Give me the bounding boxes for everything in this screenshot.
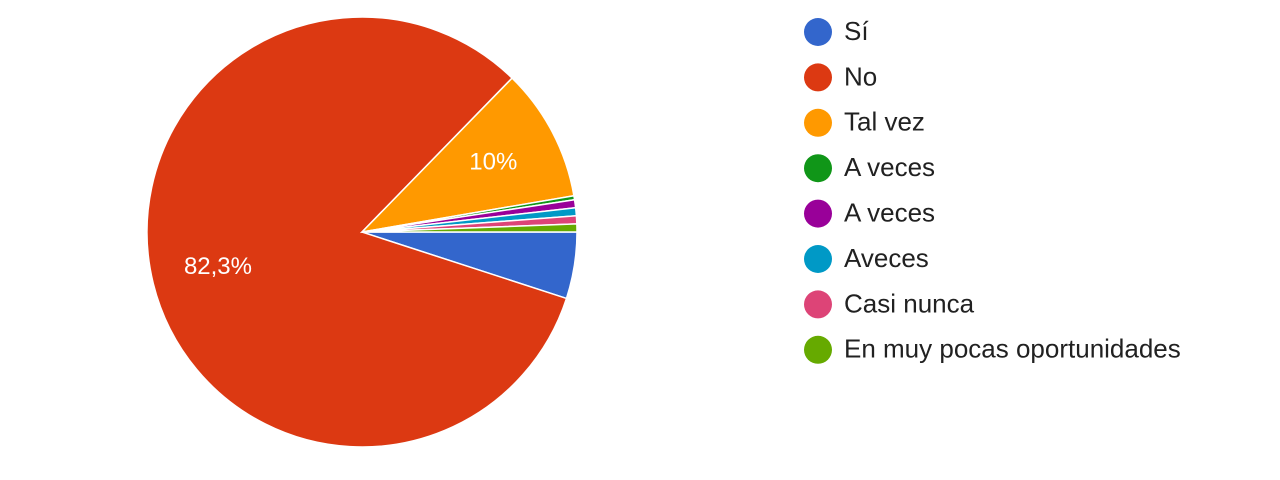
legend-marker	[804, 18, 832, 46]
legend-label: A veces	[844, 152, 935, 182]
slice-label: 10%	[469, 148, 517, 175]
legend-label: No	[844, 61, 877, 91]
legend-label: Aveces	[844, 243, 929, 273]
legend-label: Tal vez	[844, 107, 925, 137]
pie-slice	[361, 223, 578, 233]
pie-slice	[359, 77, 575, 234]
legend-marker	[804, 199, 832, 228]
legend-marker	[804, 290, 832, 319]
legend-label: A veces	[844, 197, 935, 227]
legend-label: Sí	[844, 16, 869, 46]
legend-label: En muy pocas oportunidades	[844, 334, 1181, 364]
legend-marker	[804, 245, 832, 273]
legend-marker	[804, 63, 832, 92]
pie-slice	[146, 16, 568, 448]
legend-marker	[804, 335, 832, 364]
legend-marker	[804, 108, 832, 137]
slice-label: 82,3%	[184, 253, 252, 280]
legend-label: Casi nunca	[844, 288, 975, 318]
legend-marker	[804, 154, 832, 183]
